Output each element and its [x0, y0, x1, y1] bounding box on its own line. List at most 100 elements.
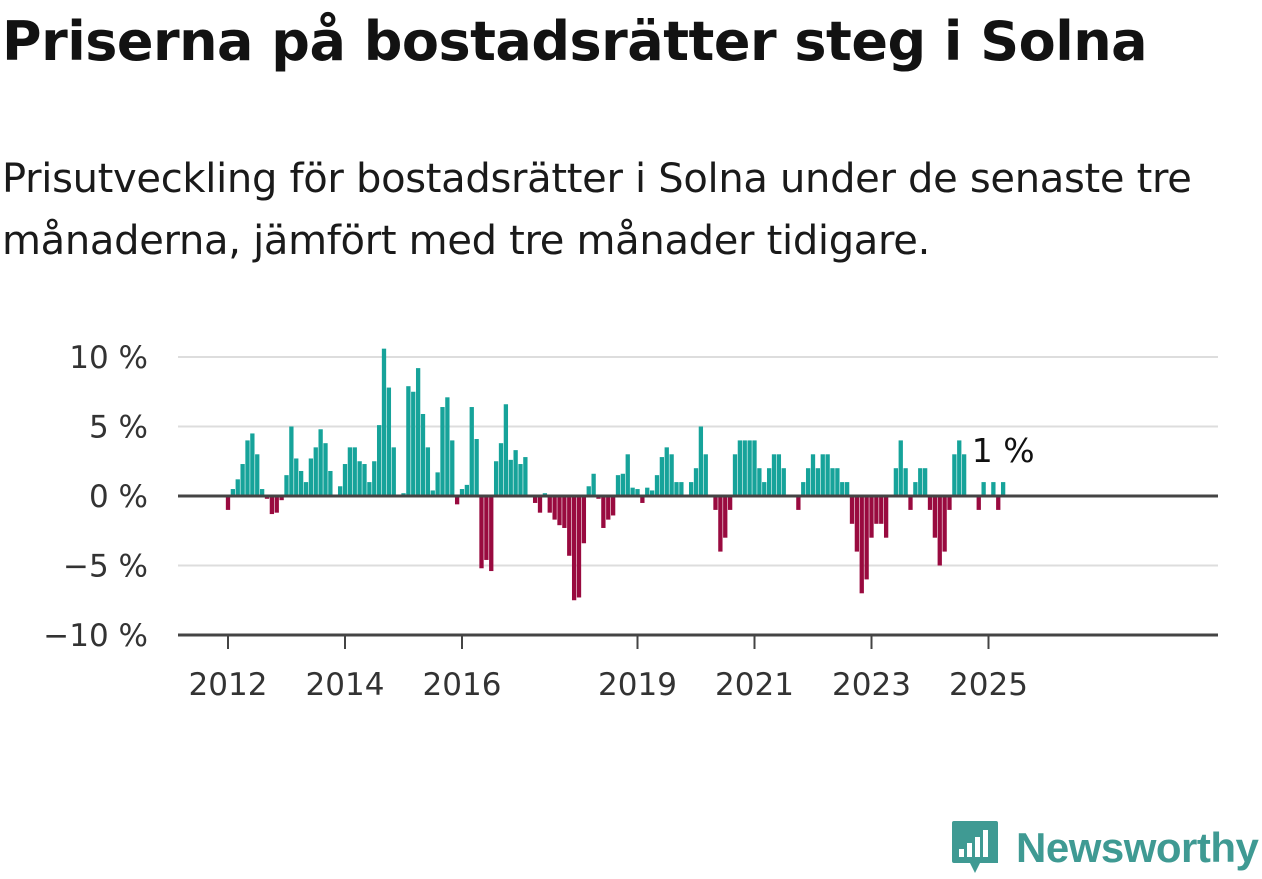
- bar: [474, 439, 479, 496]
- bar: [372, 461, 377, 496]
- bar: [381, 348, 387, 496]
- x-tick-label: 2021: [715, 667, 794, 703]
- bar: [279, 496, 284, 501]
- bar: [732, 454, 738, 496]
- bar: [308, 458, 314, 496]
- bar: [961, 454, 967, 496]
- y-tick-label: 0 %: [89, 479, 148, 515]
- bar: [250, 433, 255, 496]
- bar: [723, 496, 728, 538]
- bar: [854, 496, 860, 552]
- bar: [664, 447, 669, 496]
- bar: [347, 447, 353, 496]
- bar: [323, 443, 328, 496]
- bar: [849, 496, 855, 524]
- bar: [776, 454, 782, 496]
- bar: [635, 489, 640, 496]
- bar: [328, 470, 333, 496]
- bar: [698, 426, 704, 496]
- y-tick-label: −5 %: [63, 549, 148, 585]
- bar: [815, 468, 821, 496]
- brand: Newsworthy: [950, 818, 1259, 878]
- bar: [581, 496, 587, 544]
- bar: [991, 482, 996, 496]
- bars: [225, 348, 1006, 601]
- axes: [178, 494, 1218, 637]
- bar: [942, 496, 947, 552]
- bar: [898, 440, 903, 496]
- bar: [240, 464, 245, 496]
- bar: [810, 454, 816, 496]
- bar: [927, 496, 933, 510]
- y-axis-ticks: 10 % 5 % 0 % −5 % −10 %: [43, 340, 148, 654]
- bar: [547, 496, 552, 513]
- bar: [557, 496, 562, 526]
- bar: [781, 468, 786, 496]
- bar: [742, 440, 747, 496]
- bar: [489, 496, 494, 572]
- bar: [952, 454, 957, 496]
- x-tick-label: 2023: [832, 667, 911, 703]
- bar: [747, 440, 752, 496]
- bar: [922, 468, 928, 496]
- bar: [284, 475, 289, 496]
- x-tick-label: 2019: [598, 667, 677, 703]
- bar: [830, 468, 835, 496]
- bar: [376, 425, 382, 496]
- bar: [757, 468, 762, 496]
- x-axis-ticks: 2012 2014 2016 2019 2021 2023 2025: [189, 635, 1028, 703]
- newsworthy-logo-icon: [952, 821, 998, 873]
- x-tick-label: 2016: [423, 667, 502, 703]
- bar: [562, 496, 567, 528]
- bar: [571, 496, 577, 601]
- bar: [727, 496, 733, 510]
- bar: [825, 454, 830, 496]
- y-tick-label: 5 %: [89, 410, 148, 446]
- bar: [450, 440, 455, 496]
- chart-title: Priserna på bostadsrätter steg i Solna: [2, 10, 1148, 73]
- bar: [874, 496, 879, 524]
- bar: [391, 447, 396, 496]
- bar: [445, 397, 450, 496]
- bar: [840, 482, 845, 496]
- y-tick-label: −10 %: [43, 618, 148, 654]
- bar: [406, 386, 411, 496]
- chart-subtitle: Prisutveckling för bostadsrätter i Solna…: [2, 156, 1192, 264]
- bar: [269, 496, 275, 515]
- x-tick-label: 2025: [949, 667, 1028, 703]
- bar: [411, 391, 416, 496]
- bar: [513, 450, 518, 496]
- bar: [615, 475, 621, 496]
- bar: [937, 496, 942, 566]
- bar: [693, 468, 699, 496]
- bar: [869, 496, 874, 538]
- bar: [342, 464, 348, 496]
- bar: [586, 486, 591, 496]
- bar: [932, 496, 938, 538]
- bar: [981, 482, 986, 496]
- bar: [425, 447, 431, 496]
- bar: [255, 454, 260, 496]
- bar: [674, 482, 679, 496]
- bar: [913, 482, 918, 496]
- bar: [630, 487, 635, 496]
- bar: [430, 490, 435, 496]
- bar: [903, 468, 908, 496]
- bar: [996, 496, 1001, 510]
- bar: [274, 496, 279, 513]
- bar: [649, 490, 655, 496]
- bar: [503, 404, 509, 496]
- bar: [805, 468, 811, 496]
- bar: [459, 489, 465, 496]
- bar: [835, 468, 840, 496]
- bar: [688, 482, 694, 496]
- bar: [820, 454, 825, 496]
- bar: [771, 454, 777, 496]
- x-tick-label: 2014: [306, 667, 385, 703]
- bar: [245, 440, 250, 496]
- bar: [298, 470, 304, 496]
- y-tick-label: 10 %: [69, 340, 148, 376]
- bar: [532, 496, 538, 503]
- bar: [357, 461, 362, 496]
